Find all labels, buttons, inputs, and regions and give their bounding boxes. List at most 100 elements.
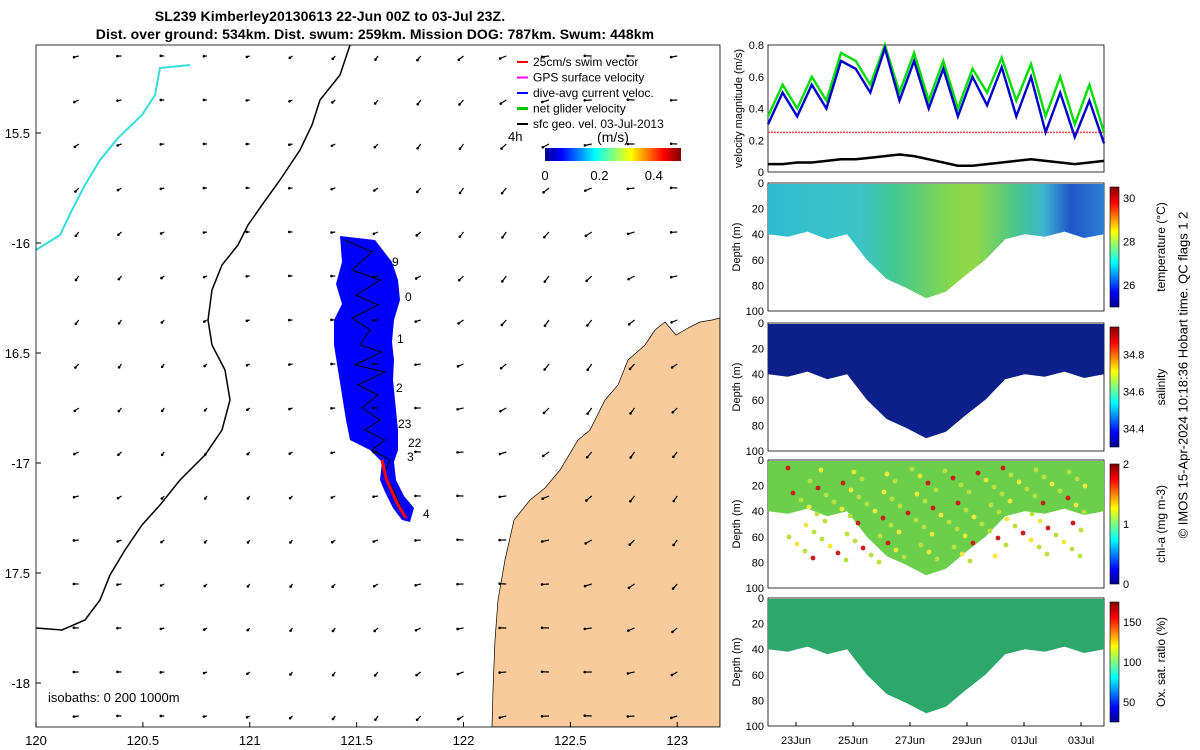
- section-ylabel: Depth (m): [731, 363, 743, 412]
- velocity-vector-head: [626, 672, 630, 675]
- section-colorbar-label: salinity: [1154, 369, 1168, 406]
- velocity-vector-head: [74, 278, 78, 282]
- chla-sample-dot: [1074, 476, 1080, 482]
- chla-sample-dot: [790, 490, 796, 496]
- chla-sample-dot: [917, 473, 923, 479]
- velocity-vector-head: [246, 672, 249, 676]
- velocity-vector-head: [29, 583, 32, 586]
- map-colorbar-tick: 0.2: [590, 168, 608, 183]
- section-ytick: 60: [752, 670, 764, 682]
- chla-sample-dot: [786, 534, 792, 540]
- chla-sample-dot: [880, 515, 886, 521]
- velocity-vector-head: [116, 670, 119, 674]
- section-panel-oxygen: 0 20 40 60 80 100 Depth (m) 50 100 150 Ox. sat. ra…: [731, 593, 1168, 733]
- velocity-vector-head: [203, 409, 207, 412]
- time-tick-label: 25Jun: [838, 735, 868, 747]
- velocity-vector: [36, 276, 37, 277]
- time-tick-label: 23Jun: [781, 735, 811, 747]
- velocity-vector-head: [500, 147, 503, 150]
- velocity-vector-head: [330, 362, 333, 366]
- velocity-vector-head: [159, 232, 163, 235]
- day-label: 2: [396, 381, 403, 395]
- chla-sample-dot: [905, 510, 911, 516]
- velocity-vector-head: [246, 541, 250, 544]
- velocity-vector-head: [626, 232, 630, 236]
- day-label: 4: [423, 507, 430, 521]
- chla-sample-dot: [844, 531, 850, 537]
- velocity-ytick: 0.4: [749, 104, 764, 116]
- velocity-vector-head: [584, 542, 587, 545]
- chla-sample-dot: [988, 502, 994, 508]
- velocity-vector-head: [330, 496, 334, 499]
- velocity-vector-head: [541, 100, 544, 104]
- velocity-vector-head: [586, 324, 589, 327]
- velocity-vector-head: [416, 102, 420, 106]
- velocity-vector-head: [415, 190, 419, 194]
- chla-sample-dot: [996, 509, 1002, 515]
- chla-sample-dot: [950, 475, 956, 481]
- velocity-vector-head: [583, 144, 587, 147]
- velocity-vector-head: [31, 191, 34, 194]
- velocity-vector-head: [456, 365, 460, 368]
- map-ytick-label: -17: [11, 456, 30, 471]
- velocity-vector-head: [73, 100, 76, 104]
- velocity-vector-head: [583, 627, 587, 631]
- chla-sample-dot: [991, 484, 997, 490]
- velocity-vector-head: [160, 365, 164, 369]
- chla-sample-dot: [855, 520, 861, 526]
- chla-sample-dot: [843, 557, 849, 563]
- velocity-vector-head: [72, 495, 76, 499]
- velocity-vector-head: [374, 58, 377, 61]
- chla-sample-dot: [1036, 544, 1042, 550]
- chla-sample-dot: [811, 529, 817, 535]
- velocity-vector-head: [288, 56, 292, 60]
- chla-sample-dot: [818, 467, 824, 473]
- chla-sample-dot: [1000, 465, 1006, 471]
- section-ytick: 80: [752, 557, 764, 569]
- chla-sample-dot: [963, 507, 969, 513]
- velocity-vector-head: [540, 540, 544, 543]
- section-ytick: 40: [752, 229, 764, 241]
- velocity-vector-head: [672, 543, 675, 547]
- chla-sample-dot: [1012, 523, 1018, 529]
- velocity-vector-head: [331, 629, 335, 633]
- velocity-vector-head: [414, 277, 418, 280]
- velocity-vector-head: [540, 583, 544, 586]
- glider-swath: [334, 236, 414, 522]
- velocity-vector-head: [159, 584, 163, 587]
- section-fill: [768, 324, 1104, 439]
- velocity-vector-head: [74, 322, 78, 326]
- map-ytick-label: -16: [11, 236, 30, 251]
- chla-sample-dot: [918, 542, 924, 548]
- section-ytick: 40: [752, 644, 764, 656]
- chla-sample-dot: [852, 538, 858, 544]
- section-colorbar-tick: 28: [1123, 237, 1135, 249]
- velocity-vector-head: [499, 366, 503, 370]
- velocity-vector-head: [246, 497, 250, 500]
- section-ytick: 100: [746, 583, 764, 595]
- velocity-vector-head: [331, 673, 335, 677]
- chla-sample-dot: [1037, 518, 1043, 524]
- velocity-vector-head: [629, 499, 632, 503]
- velocity-vector-head: [414, 539, 417, 542]
- velocity-vector-head: [586, 368, 590, 371]
- velocity-vector-head: [372, 450, 375, 454]
- velocity-vector-head: [456, 627, 459, 631]
- velocity-ytick: 0.6: [749, 72, 764, 84]
- chla-sample-dot: [921, 524, 927, 530]
- velocity-vector-head: [287, 274, 291, 278]
- section-colorbar-tick: 34.8: [1123, 350, 1144, 362]
- chla-sample-dot: [1069, 546, 1075, 552]
- chla-sample-dot: [847, 513, 853, 519]
- velocity-vector-head: [627, 629, 630, 632]
- velocity-vector-head: [583, 714, 587, 718]
- velocity-vector-head: [160, 453, 164, 457]
- section-ytick: 20: [752, 481, 764, 493]
- chla-sample-dot: [815, 485, 821, 491]
- section-ytick: 100: [746, 306, 764, 318]
- velocity-vector-head: [116, 188, 120, 192]
- chla-sample-dot: [896, 529, 902, 535]
- chla-sample-dot: [930, 505, 936, 511]
- section-colorbar: [1109, 326, 1120, 448]
